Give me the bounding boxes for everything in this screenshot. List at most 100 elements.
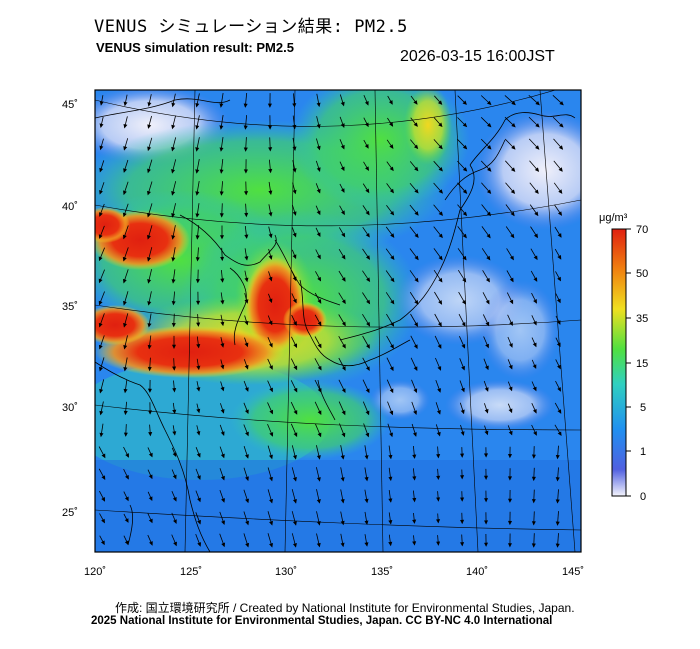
- wind-arrowhead: [461, 365, 465, 371]
- wind-arrowhead: [196, 300, 201, 306]
- wind-arrowhead: [173, 541, 177, 547]
- wind-arrowhead: [484, 520, 489, 525]
- wind-arrowhead: [341, 432, 346, 438]
- wind-arrowhead: [292, 521, 297, 526]
- wind-arrowhead: [99, 145, 104, 151]
- wind-arrowhead: [316, 102, 321, 108]
- wind-arrowhead: [365, 188, 370, 194]
- wind-arrowhead: [123, 366, 128, 372]
- wind-arrowhead: [195, 191, 200, 196]
- wind-arrowhead: [171, 322, 176, 328]
- wind-arrowhead: [292, 146, 297, 152]
- wind-arrowhead: [486, 211, 491, 217]
- wind-arrowhead: [508, 364, 513, 370]
- wind-arrowhead: [148, 452, 153, 458]
- wind-arrowhead: [534, 189, 539, 195]
- wind-arrowhead: [268, 255, 273, 260]
- wind-arrowhead: [122, 234, 127, 240]
- lat-label-30: 30˚: [62, 402, 78, 414]
- wind-arrowhead: [437, 344, 442, 349]
- wind-arrowhead: [195, 125, 200, 130]
- lon-label-140: 140˚: [466, 566, 488, 578]
- wind-arrowhead: [171, 191, 176, 196]
- wind-arrowhead: [100, 540, 105, 546]
- wind-arrowhead: [510, 189, 516, 194]
- wind-arrowhead: [98, 256, 103, 262]
- wind-arrowhead: [341, 366, 346, 371]
- wind-arrowhead: [195, 169, 200, 174]
- wind-arrowhead: [340, 455, 345, 460]
- wind-arrowhead: [341, 232, 346, 238]
- wind-arrowhead: [389, 122, 394, 127]
- wind-arrowhead: [316, 477, 321, 482]
- wind-arrowhead: [436, 431, 441, 437]
- wind-arrowhead: [557, 211, 563, 216]
- wind-arrowhead: [533, 277, 538, 282]
- wind-arrowhead: [438, 166, 443, 172]
- wind-arrowhead: [531, 476, 536, 482]
- wind-arrowhead: [487, 167, 492, 172]
- wind-arrowhead: [99, 432, 104, 438]
- wind-arrowhead: [558, 145, 564, 150]
- wind-arrowhead: [316, 232, 321, 238]
- wind-arrowhead: [412, 541, 417, 546]
- wind-arrowhead: [316, 455, 321, 460]
- wind-arrowhead: [365, 366, 370, 372]
- wind-arrowhead: [317, 321, 322, 326]
- wind-arrowhead: [148, 518, 153, 524]
- wind-arrowhead: [292, 543, 297, 548]
- wind-arrowhead: [244, 387, 249, 392]
- wind-arrowhead: [436, 475, 441, 480]
- wind-arrowhead: [171, 102, 176, 108]
- wind-arrowhead: [365, 410, 370, 416]
- wind-arrowhead: [316, 499, 321, 504]
- wind-arrowhead: [390, 344, 394, 349]
- wind-arrowhead: [123, 388, 128, 394]
- wind-arrowhead: [220, 475, 225, 481]
- wind-arrowhead: [98, 278, 103, 284]
- wind-arrowhead: [195, 257, 200, 262]
- wind-arrowhead: [292, 211, 297, 216]
- wind-arrowhead: [220, 256, 225, 262]
- wind-arrowhead: [147, 212, 151, 218]
- wind-arrowhead: [316, 520, 321, 526]
- wind-arrowhead: [438, 122, 443, 128]
- wind-arrowhead: [511, 123, 516, 128]
- wind-arrowhead: [269, 543, 273, 548]
- wind-vectors: [98, 92, 564, 548]
- wind-arrowhead: [316, 167, 321, 172]
- wind-arrowhead: [147, 257, 152, 262]
- wind-arrowhead: [340, 542, 345, 548]
- wind-arrowhead: [438, 189, 444, 194]
- wind-arrowhead: [292, 254, 297, 260]
- wind-arrowhead: [484, 498, 489, 503]
- wind-arrowhead: [147, 344, 152, 350]
- wind-arrowhead: [197, 519, 201, 525]
- wind-arrowhead: [462, 211, 468, 217]
- wind-arrowhead: [509, 255, 514, 261]
- wind-arrowhead: [414, 211, 419, 216]
- wind-arrowhead: [125, 474, 129, 480]
- wind-arrowhead: [244, 364, 249, 370]
- wind-arrowhead: [390, 322, 395, 327]
- wind-arrowhead: [292, 124, 297, 130]
- wind-arrowhead: [123, 344, 128, 350]
- wind-arrowhead: [487, 122, 492, 128]
- wind-arrowhead: [293, 365, 298, 371]
- wind-arrowhead: [366, 277, 371, 283]
- wind-arrowhead: [556, 320, 561, 325]
- wind-arrowhead: [364, 144, 369, 149]
- wind-arrowhead: [171, 235, 176, 240]
- wind-arrowhead: [483, 453, 489, 458]
- wind-arrowhead: [172, 388, 177, 393]
- wind-arrowhead: [460, 453, 465, 458]
- wind-arrowhead: [219, 213, 224, 218]
- wind-arrowhead: [220, 343, 225, 348]
- wind-arrowhead: [557, 387, 561, 392]
- wind-arrowhead: [316, 188, 321, 194]
- wind-arrowhead: [244, 342, 249, 348]
- wind-arrowhead: [508, 430, 513, 436]
- wind-arrowhead: [220, 409, 225, 414]
- wind-arrowhead: [389, 188, 394, 194]
- wind-arrowhead: [293, 454, 297, 460]
